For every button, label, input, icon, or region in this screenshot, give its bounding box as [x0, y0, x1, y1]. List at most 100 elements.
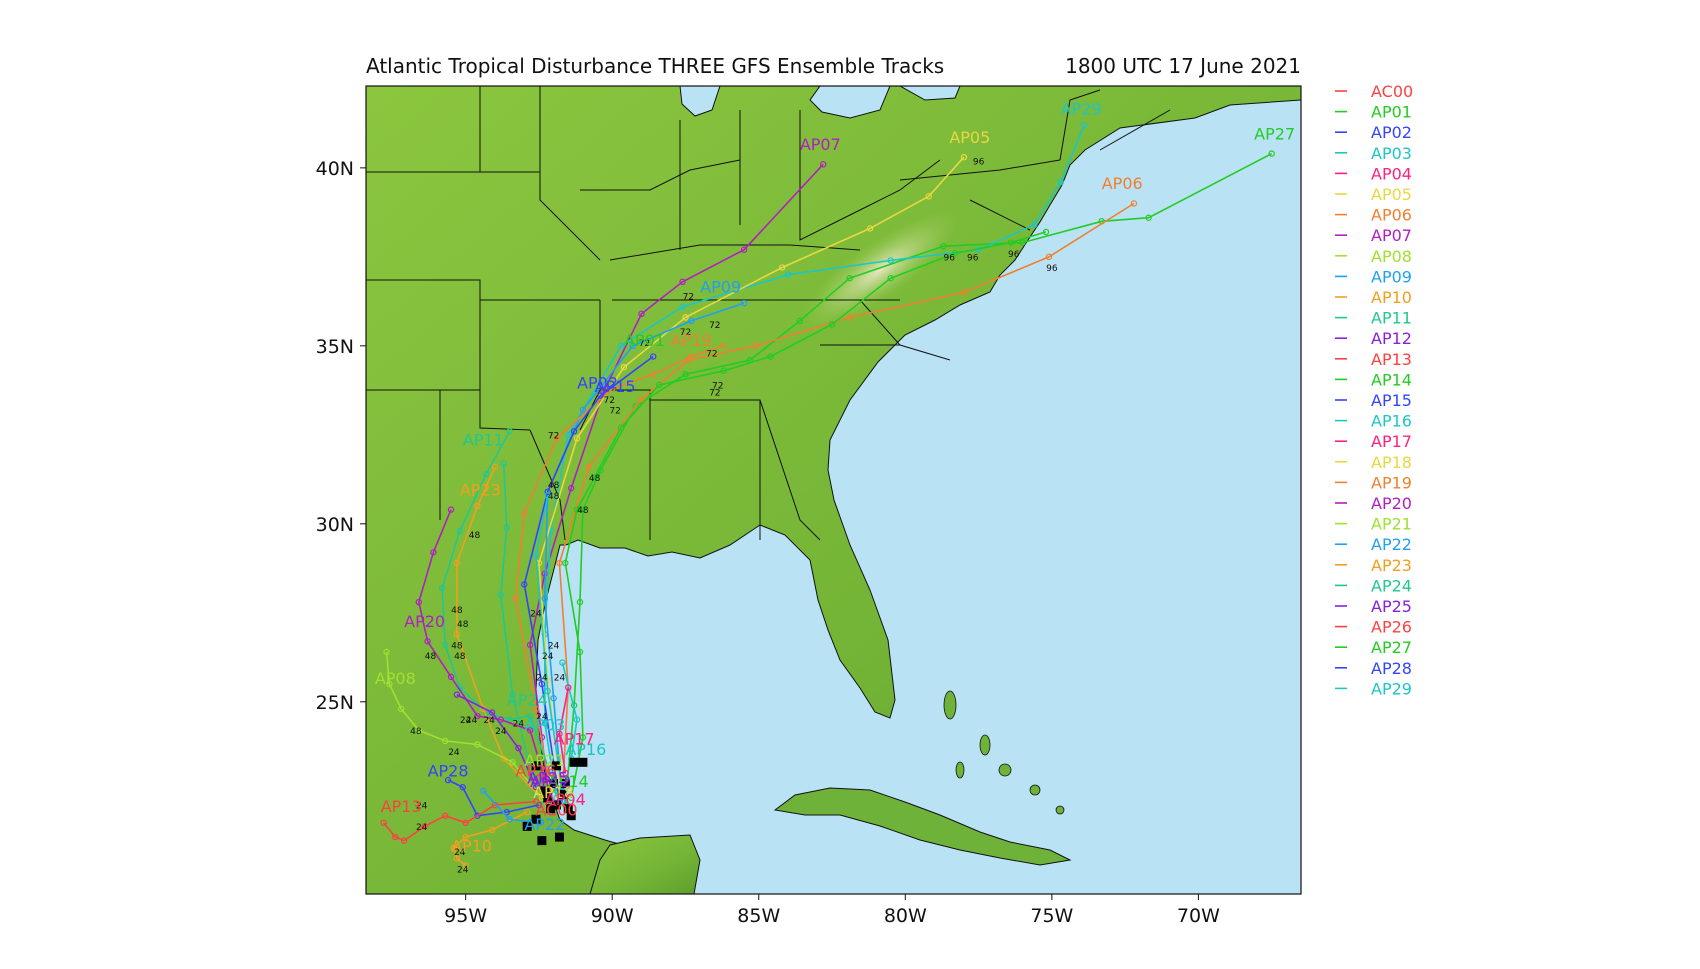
track-point: [925, 193, 932, 200]
track-label-ap24: AP24: [507, 690, 548, 709]
storm-position-marker: [557, 789, 567, 799]
forecast-hour-label: 24: [513, 720, 525, 730]
legend-entry-ap28: AP28: [1371, 659, 1412, 678]
track-point: [617, 342, 625, 350]
track-ap07: [529, 163, 824, 813]
great-lakes: [679, 86, 961, 119]
track-point: [951, 250, 959, 257]
storm-position-marker: [522, 821, 532, 831]
track-label-ap20: AP20: [404, 612, 445, 631]
track-point: [459, 784, 466, 791]
forecast-hour-label: 72: [609, 406, 620, 416]
track-ap16: [561, 662, 578, 759]
legend-entry-ap13: AP13: [1371, 350, 1412, 369]
track-point: [960, 289, 968, 296]
track-point: [526, 712, 534, 720]
track-point: [828, 321, 836, 328]
legend-entry-ac00: AC00: [1371, 82, 1413, 101]
track-point: [565, 431, 572, 439]
legend-entry-ap20: AP20: [1371, 494, 1412, 513]
track-point: [424, 638, 431, 645]
legend-entry-ap11: AP11: [1371, 309, 1412, 328]
track-point: [521, 509, 528, 517]
forecast-hour-label: 96: [944, 253, 956, 263]
track-labels: AP07 AP27 AP29 AP06 AP05 AP09 AP11 AP19 AP01 AP15…: [375, 99, 1295, 855]
track-ap19: [514, 345, 724, 791]
forecast-hour-label: 96: [1046, 264, 1058, 274]
track-point: [421, 823, 428, 830]
track-point: [1042, 228, 1050, 236]
track-point: [1057, 178, 1064, 186]
track-point: [515, 744, 522, 752]
track-point: [474, 712, 481, 720]
storm-position-marker: [569, 757, 579, 767]
track-point: [474, 502, 481, 510]
lat-tick-label: 40N: [316, 158, 354, 180]
storm-position-marker: [578, 757, 588, 767]
track-label-ap02: AP02: [577, 374, 618, 393]
track-point: [447, 673, 455, 681]
track-point: [688, 317, 695, 325]
legend-entry-ap17: AP17: [1371, 432, 1412, 451]
forecast-hour-label: 48: [548, 481, 560, 491]
track-label-ap01: AP01: [624, 331, 665, 350]
storm-position-marker: [531, 814, 541, 824]
track-point: [553, 435, 560, 442]
legend-entry-ap12: AP12: [1371, 329, 1412, 348]
legend-entry-ap06: AP06: [1371, 206, 1412, 225]
track-point: [550, 695, 557, 702]
forecast-hour-label: 96: [967, 253, 979, 263]
forecast-hour-label: 72: [709, 389, 720, 399]
track-point: [544, 488, 551, 495]
legend-entry-ap14: AP14: [1371, 370, 1412, 389]
track-ap06: [558, 202, 1135, 795]
track-ap27: [564, 152, 1273, 806]
forecast-hour-label: 24: [554, 673, 566, 683]
track-point: [480, 787, 487, 794]
track-point: [532, 784, 540, 791]
track-point: [655, 381, 663, 389]
track-point: [509, 691, 516, 698]
track-point: [887, 275, 894, 282]
track-point: [579, 506, 587, 513]
track-point: [453, 691, 461, 698]
track-point: [439, 584, 446, 592]
forecast-hour-label: 72: [683, 293, 694, 303]
track-point: [1130, 200, 1138, 207]
storm-position-marker: [552, 761, 562, 771]
track-point: [573, 716, 581, 723]
forecast-hour-label: 24: [536, 673, 548, 683]
track-point: [383, 648, 390, 656]
track-point: [591, 474, 598, 481]
track-point: [740, 299, 748, 307]
forecast-hour-label: 48: [451, 606, 463, 616]
storm-position-marker: [546, 804, 556, 814]
track-ap03: [535, 495, 564, 791]
track-label-ap15: AP15: [595, 377, 636, 396]
track-label-ap25: AP25: [527, 769, 568, 788]
lon-tick-label: 80W: [884, 905, 927, 927]
forecast-hour-label: 24: [416, 823, 428, 833]
track-point: [679, 303, 686, 310]
legend-entry-ap25: AP25: [1371, 597, 1412, 616]
storm-position-marker: [552, 800, 562, 810]
track-label-ap03: AP03: [524, 715, 565, 734]
track-point: [544, 687, 551, 695]
storm-position-marker: [540, 786, 550, 796]
track-point: [441, 812, 449, 819]
track-point: [444, 776, 452, 784]
forecast-hour-label: 96: [973, 157, 985, 167]
track-point: [462, 862, 469, 869]
track-point: [570, 428, 578, 435]
track-point: [579, 734, 587, 741]
track-point: [521, 581, 528, 588]
legend-entry-ap15: AP15: [1371, 391, 1412, 410]
track-point: [1031, 221, 1038, 229]
storm-position-marker: [531, 761, 541, 771]
track-ap15: [523, 355, 654, 802]
track-point: [846, 275, 853, 282]
track-point: [532, 705, 540, 713]
legend-entry-ap22: AP22: [1371, 535, 1412, 554]
